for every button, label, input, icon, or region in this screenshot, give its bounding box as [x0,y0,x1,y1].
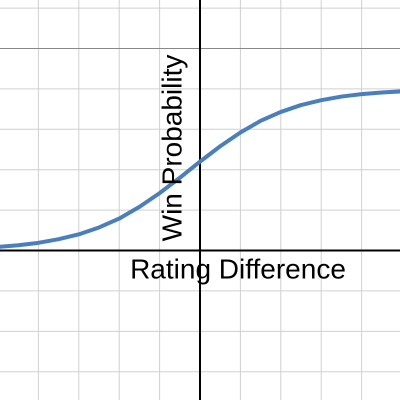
x-axis-label: Rating Difference [130,253,346,284]
curve [0,89,400,249]
y-axis-label: Win Probability [156,55,187,242]
